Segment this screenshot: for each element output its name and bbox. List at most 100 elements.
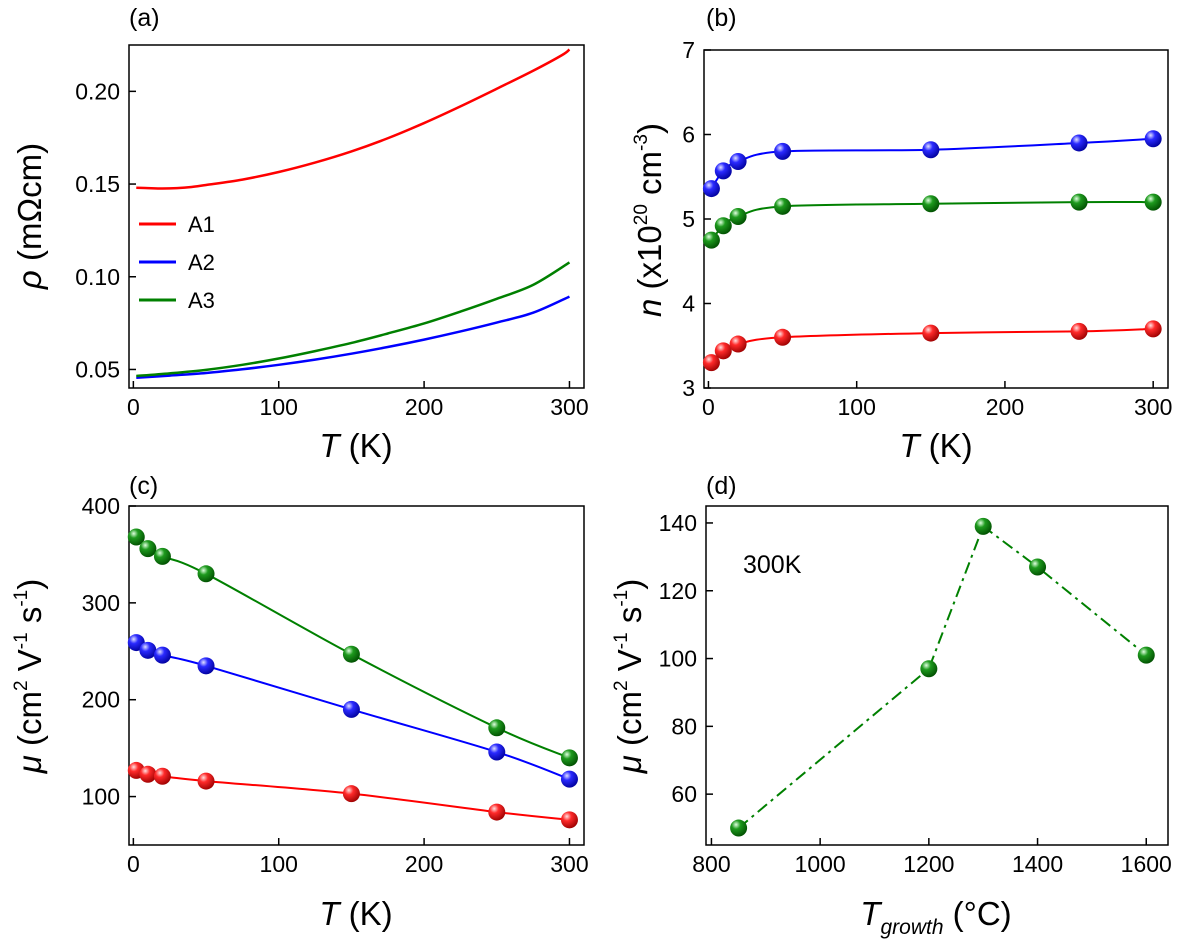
- y-tick-label: 7: [682, 37, 695, 63]
- x-tick-label: 0: [127, 851, 140, 877]
- y-tick-label: 0.05: [75, 356, 120, 382]
- x-axis-label-a: T (K): [319, 427, 392, 464]
- x-tick-label: 1200: [903, 851, 954, 877]
- series-line-a1: [136, 48, 571, 190]
- panel-label-c: (c): [129, 472, 158, 500]
- y-tick-label: 400: [82, 493, 120, 519]
- data-point-a1: [729, 335, 747, 353]
- data-point-a3: [153, 547, 171, 565]
- plot-area-d: 800 1000 1200 1400 1600 60 80 100 120 140: [659, 510, 1172, 877]
- x-tick-label: 300: [550, 851, 588, 877]
- data-point-a1: [139, 765, 157, 783]
- x-tick-label: 300: [1134, 394, 1172, 420]
- data-point-a3: [139, 540, 157, 558]
- data-point-a3: [774, 197, 792, 215]
- y-axis-label-d: μ (cm2 V-1 s-1): [611, 579, 648, 775]
- y-tick-label: 4: [682, 291, 695, 317]
- data-point-a2: [702, 180, 720, 198]
- data-point-a1: [922, 324, 940, 342]
- plot-frame-c: [128, 505, 585, 846]
- y-tick-label: 3: [682, 375, 695, 401]
- y-tick-label: 300: [82, 590, 120, 616]
- data-point-a: [1029, 558, 1047, 576]
- data-point-a: [920, 660, 938, 678]
- data-point-a3: [729, 207, 747, 225]
- data-point-a: [1137, 646, 1155, 664]
- data-point-a3: [1070, 193, 1088, 211]
- data-point-a3: [922, 195, 940, 213]
- data-point-a1: [488, 803, 506, 821]
- panel-label-d: (d): [706, 472, 737, 500]
- data-point-a3: [342, 645, 360, 663]
- y-axis-label-c: μ (cm2 V-1 s-1): [11, 579, 48, 775]
- x-axis-label-b: T (K): [899, 427, 972, 464]
- x-axis-label-d: Tgrowth (°C): [860, 895, 1011, 939]
- data-point-a2: [153, 646, 171, 664]
- legend-label-a2: A2: [188, 250, 215, 275]
- x-tick-label: 200: [405, 394, 443, 420]
- data-point-a2: [729, 153, 747, 171]
- x-tick-label: 0: [127, 394, 140, 420]
- x-tick-label: 1000: [795, 851, 846, 877]
- data-point-a2: [1070, 134, 1088, 152]
- x-axis-label-c: T (K): [319, 895, 392, 932]
- data-point-a2: [922, 141, 940, 159]
- y-tick-label: 100: [659, 646, 697, 672]
- data-point-a2: [488, 743, 506, 761]
- x-tick-label: 200: [986, 394, 1024, 420]
- data-point-a2: [774, 142, 792, 160]
- x-tick-label: 800: [692, 851, 730, 877]
- x-tick-label: 300: [550, 394, 588, 420]
- data-point-a2: [342, 700, 360, 718]
- panel-d: (d) 800 1000 1200 1400 1600 60 80 100 120 140 300…: [611, 472, 1172, 939]
- series-line-a3: [136, 261, 571, 378]
- y-tick-label: 100: [82, 784, 120, 810]
- y-tick-label: 200: [82, 687, 120, 713]
- data-point-a3: [197, 565, 215, 583]
- data-point-a1: [153, 767, 171, 785]
- plot-frame-a: [128, 44, 585, 389]
- x-tick-label: 100: [838, 394, 876, 420]
- data-point-a1: [774, 328, 792, 346]
- data-point-a1: [342, 785, 360, 803]
- data-point-a1: [560, 811, 578, 829]
- data-point-a3: [127, 528, 145, 546]
- series-line-a2: [136, 295, 570, 380]
- legend-label-a1: A1: [188, 212, 215, 237]
- annotation-300k: 300K: [743, 551, 802, 579]
- data-point-a3: [1144, 193, 1162, 211]
- plot-area-c: 0 100 200 300 100 200 300 400: [82, 493, 589, 877]
- y-tick-label: 140: [659, 510, 697, 536]
- y-axis-label-a: ρ (mΩcm): [11, 143, 48, 290]
- x-tick-label: 100: [260, 851, 298, 877]
- data-point-a2: [560, 770, 578, 788]
- data-point-a3: [488, 719, 506, 737]
- data-point-a3: [714, 217, 732, 235]
- y-tick-label: 80: [671, 713, 697, 739]
- y-tick-label: 120: [659, 578, 697, 604]
- data-point-a: [730, 819, 748, 837]
- data-point-a1: [197, 772, 215, 790]
- data-point-a2: [1144, 130, 1162, 148]
- y-tick-label: 0.20: [75, 78, 120, 104]
- plot-area-a: 0 100 200 300 0.05 0.10 0.15 0.20: [75, 48, 589, 420]
- y-tick-label: 0.10: [75, 264, 120, 290]
- plot-frame-d: [705, 505, 1169, 846]
- y-tick-label: 60: [671, 781, 697, 807]
- plot-area-b: 0 100 200 300 3 4 5 6 7: [682, 37, 1172, 420]
- y-tick-label: 5: [682, 206, 695, 232]
- data-point-a1: [714, 342, 732, 360]
- y-tick-label: 0.15: [75, 171, 120, 197]
- y-tick-label: 6: [682, 122, 695, 148]
- y-axis-label-b: n (x1020 cm-3): [631, 123, 668, 317]
- data-point-a1: [1144, 320, 1162, 338]
- data-point-a2: [197, 657, 215, 675]
- data-point-a3: [560, 749, 578, 767]
- x-tick-label: 0: [702, 394, 715, 420]
- data-point-a3: [702, 231, 720, 249]
- legend-a: A1 A2 A3: [139, 212, 215, 313]
- data-point-a2: [714, 162, 732, 180]
- x-tick-label: 1400: [1012, 851, 1063, 877]
